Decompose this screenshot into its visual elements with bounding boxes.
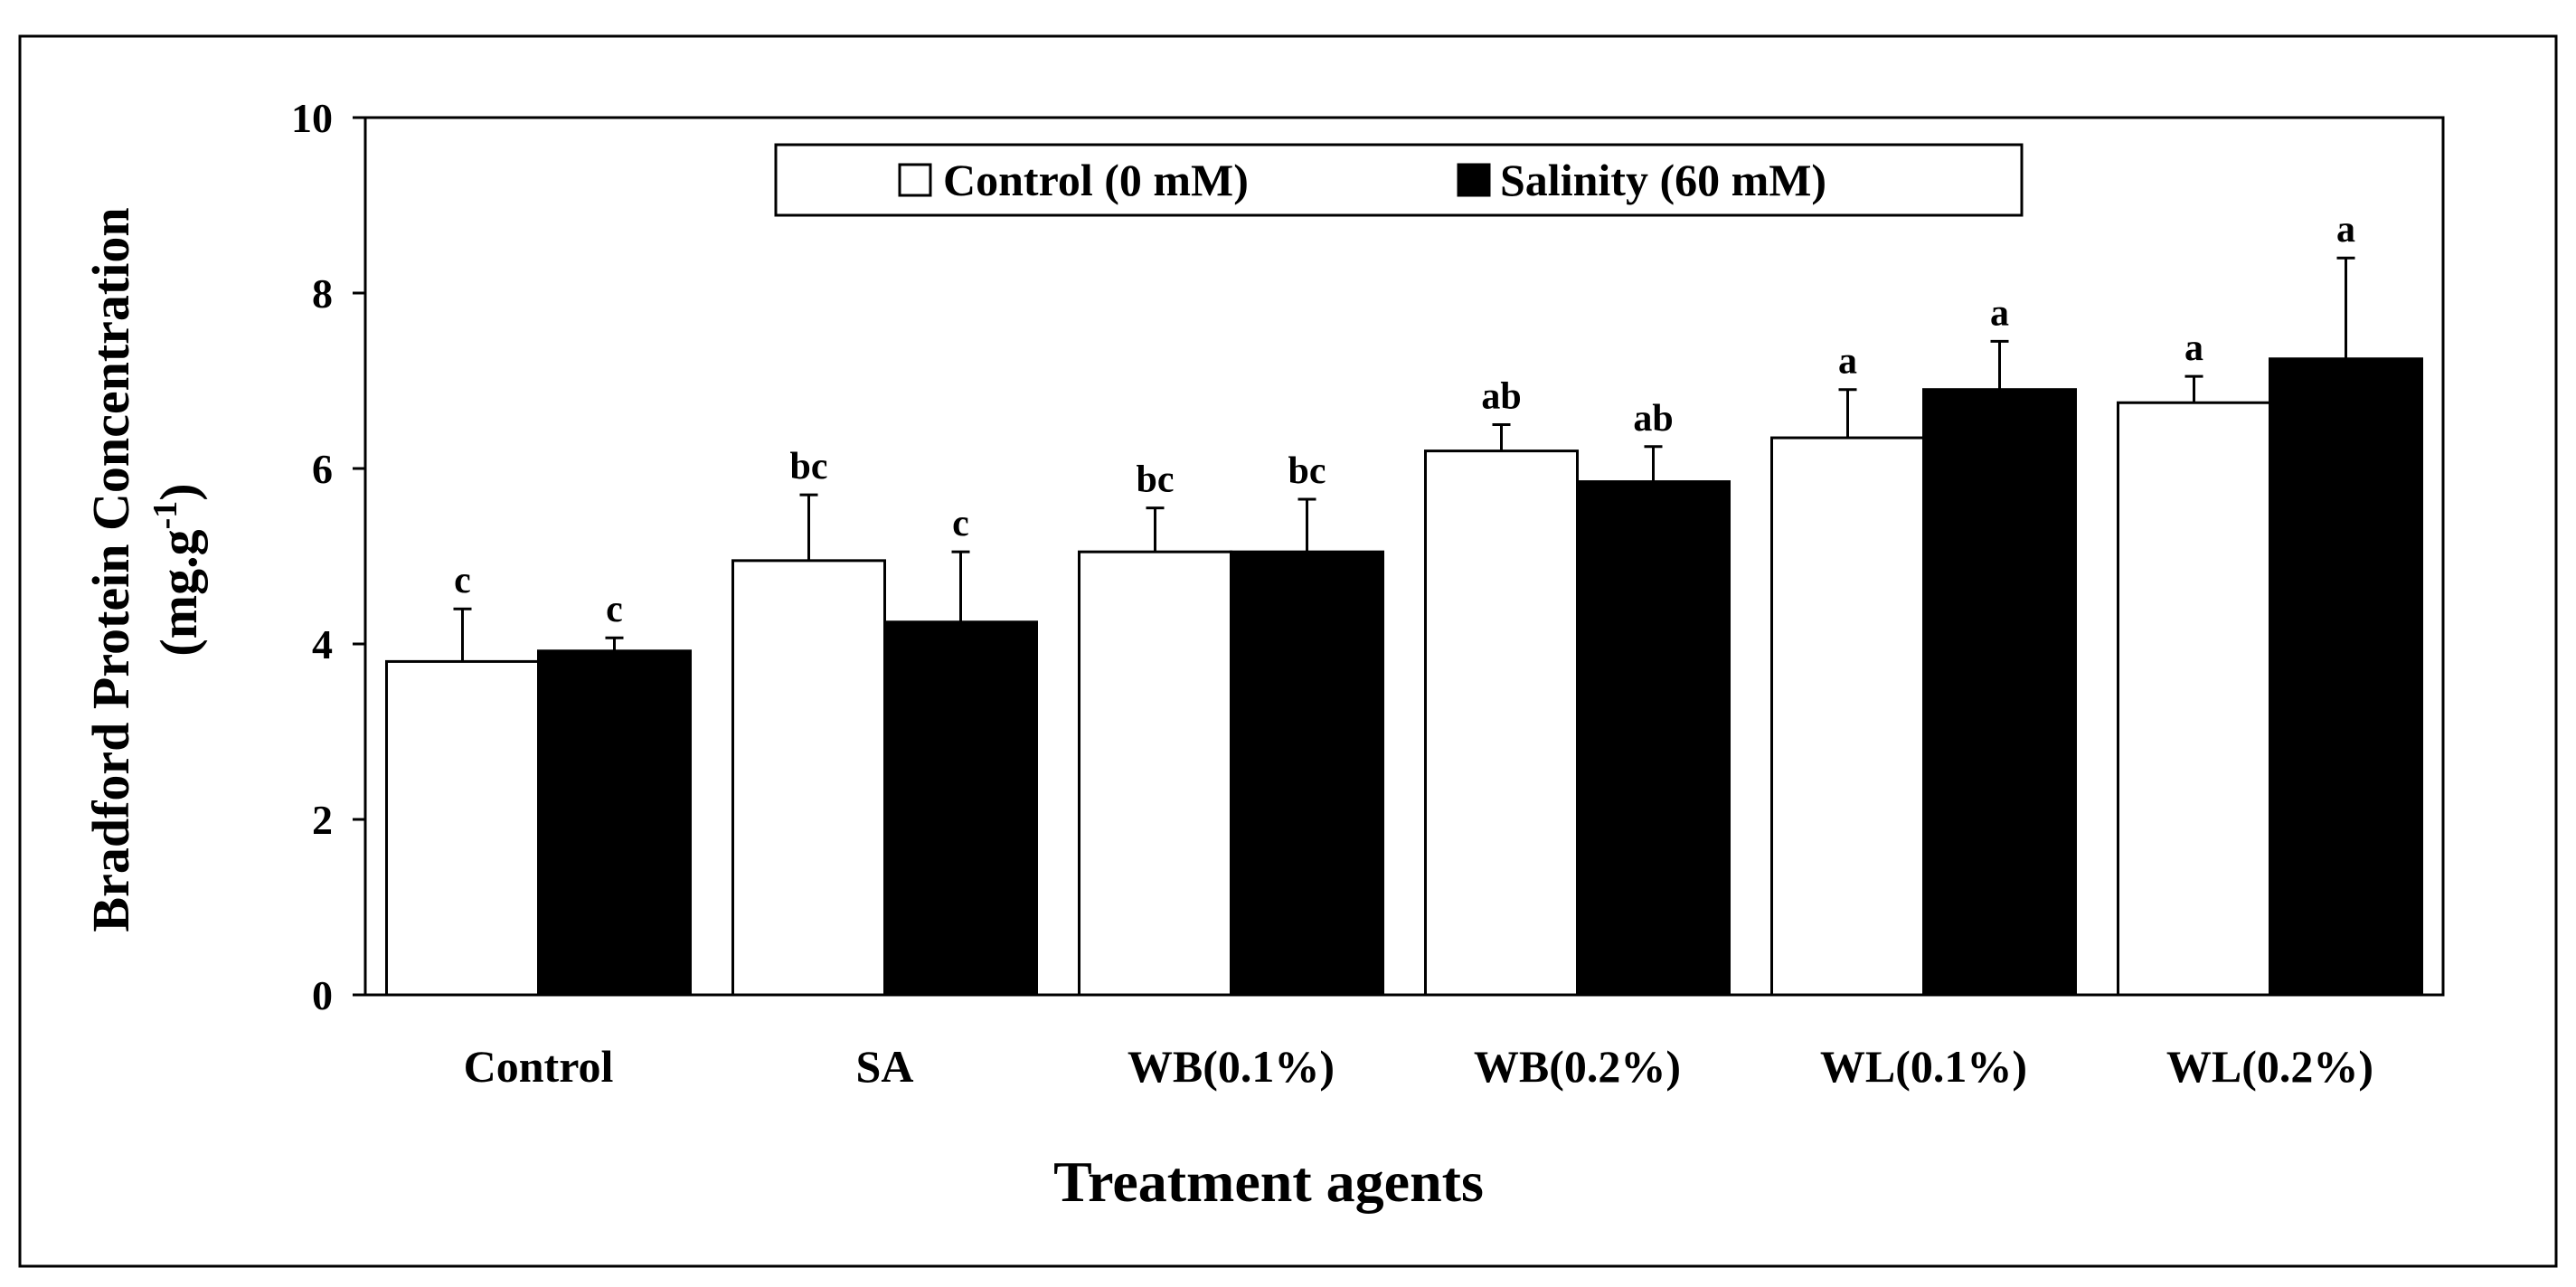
significance-letter: a xyxy=(2336,209,2355,251)
bar-control xyxy=(2117,401,2271,997)
x-tick-label: WB(0.1%) xyxy=(1128,1041,1335,1092)
x-axis-ticks: Control SA WB(0.1%) WB(0.2%) WL(0.1%) WL(0.2%… xyxy=(464,1041,2373,1092)
x-tick-label: WB(0.2%) xyxy=(1474,1041,1681,1092)
bar-salinity xyxy=(537,649,692,997)
bar-control xyxy=(731,559,886,997)
legend-swatch-salinity xyxy=(1457,163,1491,197)
legend: Control (0 mM) Salinity (60 mM) xyxy=(774,143,2024,217)
significance-letter: a xyxy=(2184,327,2203,369)
significance-letter: bc xyxy=(1288,450,1326,492)
significance-letter: ab xyxy=(1633,398,1673,440)
bar-salinity xyxy=(1576,480,1731,997)
y-tick-label: 0 xyxy=(312,972,333,1018)
significance-letter: bc xyxy=(1137,459,1175,501)
x-axis-label: Treatment agents xyxy=(1053,1150,1484,1214)
bar-salinity xyxy=(1230,550,1384,997)
bar-salinity xyxy=(2269,357,2423,997)
legend-label-salinity: Salinity (60 mM) xyxy=(1500,155,1826,205)
bar-control xyxy=(1770,436,1925,997)
y-axis-ticks: 0 2 4 6 8 10 xyxy=(291,95,365,1018)
significance-letter: c xyxy=(952,503,969,544)
significance-letter: c xyxy=(606,589,623,630)
y-tick-label: 6 xyxy=(312,446,333,492)
y-axis-label-line1: Bradford Protein Concentration xyxy=(81,207,140,932)
plot-area xyxy=(363,116,2445,997)
significance-letter: a xyxy=(1990,292,2009,334)
x-tick-label: Control xyxy=(464,1041,614,1092)
bar-control xyxy=(1078,550,1232,997)
significance-letter: ab xyxy=(1481,376,1521,418)
legend-box xyxy=(774,143,2024,217)
y-tick-label: 10 xyxy=(291,95,333,141)
y-tick-label: 4 xyxy=(312,621,333,667)
y-tick-label: 2 xyxy=(312,797,333,843)
bar-salinity xyxy=(1922,388,2077,997)
significance-letters-layer: c c bc c bc bc ab ab a a a a xyxy=(454,209,2355,630)
legend-label-control: Control (0 mM) xyxy=(943,155,1249,205)
bar-control xyxy=(385,659,540,997)
x-tick-label: SA xyxy=(856,1041,914,1092)
x-tick-label: WL(0.2%) xyxy=(2166,1041,2373,1092)
bars-layer xyxy=(385,357,2423,997)
y-tick-label: 8 xyxy=(312,270,333,317)
error-bars-layer xyxy=(453,256,2355,662)
bar-salinity xyxy=(883,620,1038,997)
bar-control xyxy=(1424,450,1579,997)
y-axis-label-line2: (mg.g-1) xyxy=(146,483,208,656)
significance-letter: a xyxy=(1838,341,1857,383)
legend-swatch-control xyxy=(898,163,932,197)
x-tick-label: WL(0.1%) xyxy=(1820,1041,2027,1092)
significance-letter: c xyxy=(454,560,471,601)
significance-letter: bc xyxy=(790,446,828,487)
